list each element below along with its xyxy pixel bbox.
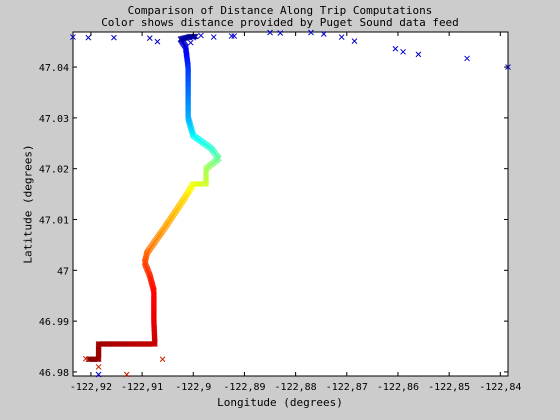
- blue-x-marker: [308, 29, 314, 36]
- y-tick-label: 46.99: [39, 317, 69, 328]
- red-x-marker: [159, 356, 166, 363]
- blue-x-marker: [70, 34, 76, 40]
- x-tick-label: -122,85: [428, 382, 470, 393]
- blue-x-marker: [228, 33, 235, 39]
- blue-x-marker: [146, 35, 153, 41]
- x-tick-label: -122,86: [377, 382, 419, 393]
- blue-x-marker: [338, 34, 345, 40]
- x-tick-label: -122,88: [275, 382, 317, 393]
- blue-x-marker: [85, 34, 92, 41]
- x-axis-ticks: -122,92 -122,91 -122,9 -122,89 -122,88 -122,8…: [70, 32, 521, 393]
- blue-x-marker: [210, 34, 217, 40]
- y-tick-label: 47.03: [39, 114, 69, 125]
- plot-area: [72, 31, 509, 377]
- blue-x-marker: [95, 371, 102, 378]
- red-x-marker: [123, 371, 130, 378]
- blue-x-marker: [187, 39, 194, 46]
- x-tick-label: -122,89: [223, 382, 265, 393]
- x-tick-label: -122,9: [175, 382, 211, 393]
- x-tick-label: -122,92: [70, 382, 112, 393]
- track-points: [85, 33, 222, 363]
- x-axis-label: Longitude (degrees): [217, 396, 343, 409]
- y-tick-label: 47.04: [39, 63, 69, 74]
- blue-x-marker: [392, 45, 399, 52]
- x-tick-label: -122,84: [479, 382, 521, 393]
- chart-title: Comparison of Distance Along Trip Comput…: [127, 4, 433, 17]
- red-x-marker: [82, 355, 89, 362]
- x-tick-label: -122,87: [326, 382, 368, 393]
- blue-x-marker: [415, 51, 422, 58]
- y-tick-label: 47.01: [39, 215, 69, 226]
- blue-x-marker: [320, 31, 327, 37]
- blue-x-marker: [267, 29, 273, 36]
- blue-x-marker: [464, 55, 470, 62]
- blue-x-marker: [198, 32, 204, 39]
- blue-x-marker: [351, 38, 358, 44]
- blue-x-marker: [111, 34, 117, 41]
- track-point: [203, 168, 209, 175]
- x-tick-label: -122,91: [121, 382, 163, 393]
- blue-x-marker: [154, 38, 161, 45]
- y-tick-label: 47: [57, 266, 69, 277]
- blue-x-marker: [190, 34, 197, 41]
- chart-subtitle: Color shows distance provided by Puget S…: [101, 16, 459, 29]
- blue-x-marker: [277, 30, 284, 36]
- red-x-marker: [95, 364, 102, 370]
- track-point: [190, 33, 197, 40]
- blue-x-marker: [231, 33, 238, 39]
- blue-x-marker: [400, 48, 406, 55]
- y-axis-ticks: 46.98 46.99 47 47.01 47.02 47.03 47.04: [39, 63, 508, 379]
- y-tick-label: 46.98: [39, 368, 69, 379]
- x-markers: [70, 29, 511, 378]
- y-tick-label: 47.02: [39, 165, 69, 176]
- y-axis-label: Latitude (degrees): [21, 144, 35, 264]
